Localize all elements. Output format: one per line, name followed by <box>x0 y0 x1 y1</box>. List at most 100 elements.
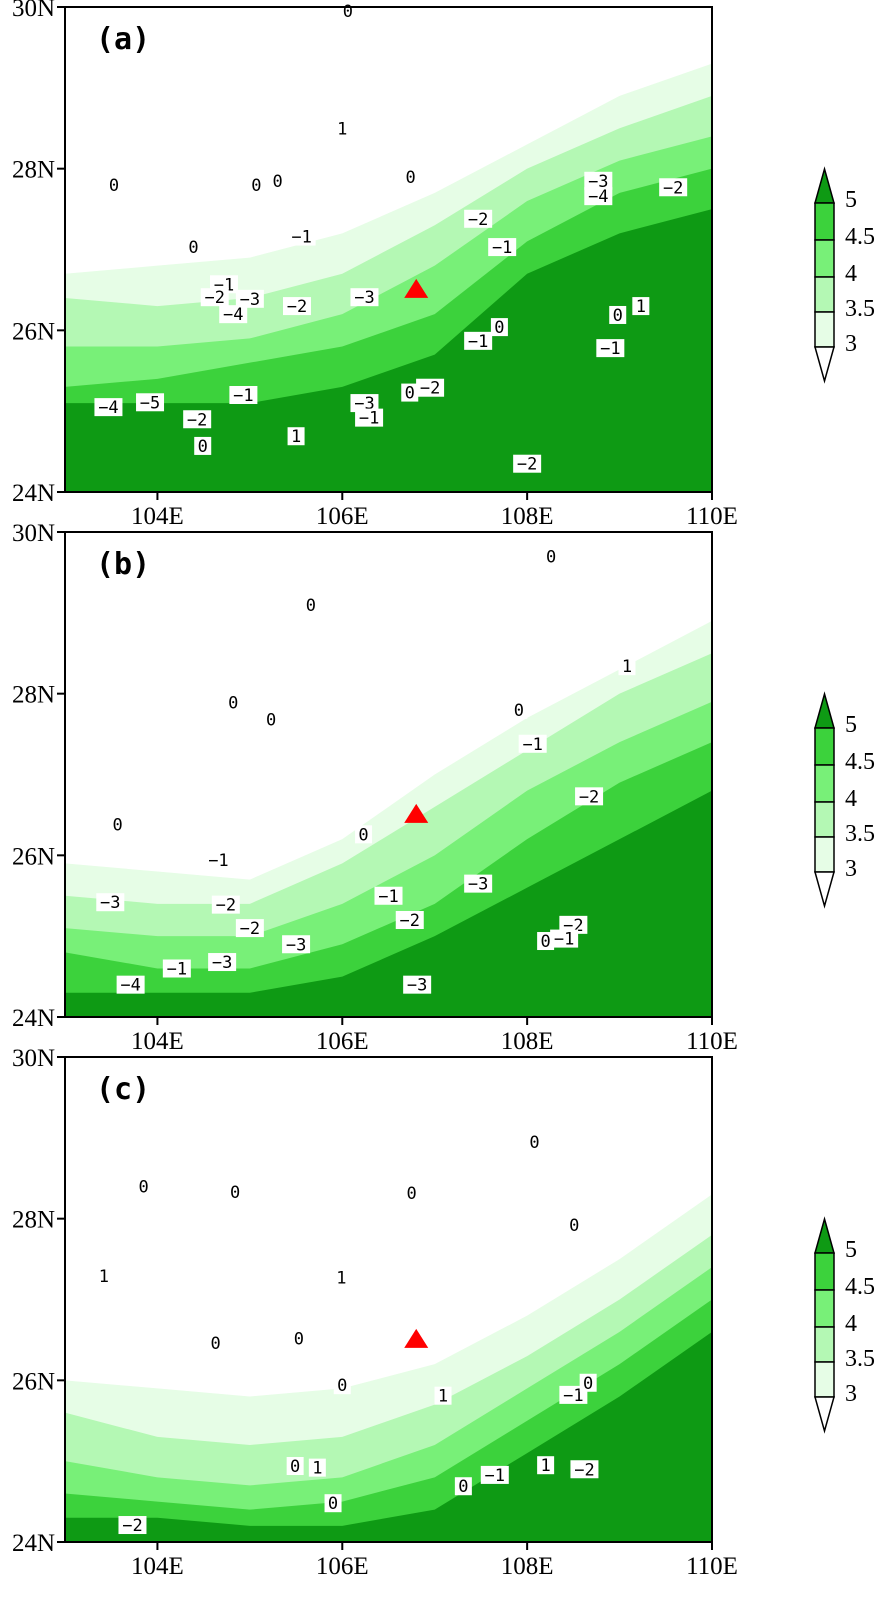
contour-label: −2 <box>517 455 537 475</box>
contour-label-box <box>95 1267 113 1286</box>
lat-tick-label: 30N <box>12 1045 55 1072</box>
map-panel-c: 00 0 001 10 001 −100 10−101 −2−2(c)24N26N28N30N… <box>12 1045 738 1580</box>
contour-label-box <box>584 187 613 206</box>
contour-label-box <box>118 1516 147 1535</box>
contour-label: 0 <box>337 1376 347 1396</box>
contour-label: 0 <box>198 437 208 457</box>
colorbar-box <box>814 239 835 278</box>
contour-label: −2 <box>204 288 224 308</box>
contour-label-box <box>513 454 542 473</box>
contour-label: 1 <box>438 1387 448 1407</box>
contour-label-box <box>374 886 403 905</box>
contour-label: −2 <box>420 379 440 399</box>
lon-tick-label: 106E <box>316 1028 369 1055</box>
contour-label-box <box>570 1460 599 1479</box>
contour-label: 1 <box>622 657 632 677</box>
contour-label: 0 <box>266 711 276 731</box>
contour-label: 0 <box>294 1329 304 1349</box>
contour-label-box <box>136 393 165 412</box>
contour-label: −1 <box>167 960 187 980</box>
contour-label: 0 <box>406 168 416 188</box>
contour-label: −1 <box>208 851 228 871</box>
lon-tick-label: 104E <box>131 1553 184 1580</box>
contour-label-box <box>262 710 280 729</box>
contour-label: −4 <box>120 976 140 996</box>
contour-label: −1 <box>485 1466 505 1486</box>
contour-label-box <box>480 1465 509 1484</box>
colorbar-b: 5 4.5 4 3.5 3 <box>814 691 875 909</box>
lat-tick-label: 30N <box>12 520 55 547</box>
contour-label: −3 <box>100 893 120 913</box>
panel-label: (c) <box>96 1072 150 1107</box>
contour-label: 0 <box>494 318 504 338</box>
contour-label-box <box>224 693 242 712</box>
contour-label: 0 <box>306 596 316 616</box>
contour-label-box <box>290 1329 308 1348</box>
contour-label: −1 <box>291 228 311 248</box>
contour-label: 0 <box>343 2 353 22</box>
colorbar-upper-triangle <box>814 691 835 729</box>
contour-label-box <box>287 427 305 446</box>
contour-label-box <box>490 318 508 337</box>
colorbar-box <box>814 202 835 241</box>
contour-label: 0 <box>458 1477 468 1497</box>
contour-label: 0 <box>109 176 119 196</box>
contour-label-box <box>200 288 229 307</box>
contour-label: −3 <box>407 976 427 996</box>
colorbar-upper-triangle <box>814 1216 835 1254</box>
station-triangle-marker <box>404 803 429 823</box>
lat-tick-label: 30N <box>12 0 55 22</box>
contour-label: −2 <box>579 787 599 807</box>
lon-tick-label: 104E <box>131 503 184 530</box>
panel-label: (b) <box>96 547 150 582</box>
contour-label-box <box>518 734 547 753</box>
contour-label: 1 <box>636 297 646 317</box>
contour-label: −1 <box>233 386 253 406</box>
contour-label-box <box>235 289 264 308</box>
colorbar-box <box>814 1289 835 1328</box>
contour-label-box <box>302 595 320 614</box>
contour-label: −2 <box>216 896 236 916</box>
colorbar-label: 4.5 <box>845 224 875 250</box>
contour-label-box <box>350 394 379 413</box>
lon-tick-label: 106E <box>316 503 369 530</box>
contour-label-box <box>184 238 202 257</box>
contour-label: 0 <box>272 172 282 192</box>
colorbar-lower-triangle <box>814 871 835 909</box>
contour-label-box <box>575 787 604 806</box>
lat-tick-label: 26N <box>12 843 55 870</box>
contour-label: −3 <box>354 288 374 308</box>
colorbar-box <box>814 764 835 803</box>
contour-label-box <box>162 959 191 978</box>
colorbar-box <box>814 311 835 348</box>
contour-label-box <box>510 700 528 719</box>
station-triangle-marker <box>404 278 429 298</box>
contour-label-box <box>109 815 127 834</box>
contour-label-box <box>584 171 613 190</box>
contour-label-box <box>355 825 373 844</box>
contour-label: −1 <box>378 887 398 907</box>
contour-label-box <box>659 178 688 197</box>
shading-level-5 <box>65 1331 712 1542</box>
contour-label: 0 <box>290 1457 300 1477</box>
contour-label-box <box>464 874 493 893</box>
contour-label-box <box>464 209 493 228</box>
contour-label: 0 <box>251 176 261 196</box>
contour-label: 0 <box>541 932 551 952</box>
panel-label: (a) <box>96 22 150 57</box>
contour-label: −2 <box>287 297 307 317</box>
contour-label-box <box>526 1132 544 1151</box>
contour-label-box <box>194 436 212 455</box>
contour-label: −4 <box>98 398 118 418</box>
colorbar-label: 3 <box>845 1381 857 1407</box>
contour-label: −2 <box>468 210 488 230</box>
colorbar-label: 5 <box>845 187 857 213</box>
lon-tick-label: 110E <box>686 503 738 530</box>
contour-label: −3 <box>212 953 232 973</box>
contour-label-box <box>596 339 625 358</box>
lon-tick-label: 110E <box>686 1553 738 1580</box>
contour-label-box <box>416 378 445 397</box>
contour-label-box <box>454 1477 472 1496</box>
contour-label-box <box>542 547 560 566</box>
